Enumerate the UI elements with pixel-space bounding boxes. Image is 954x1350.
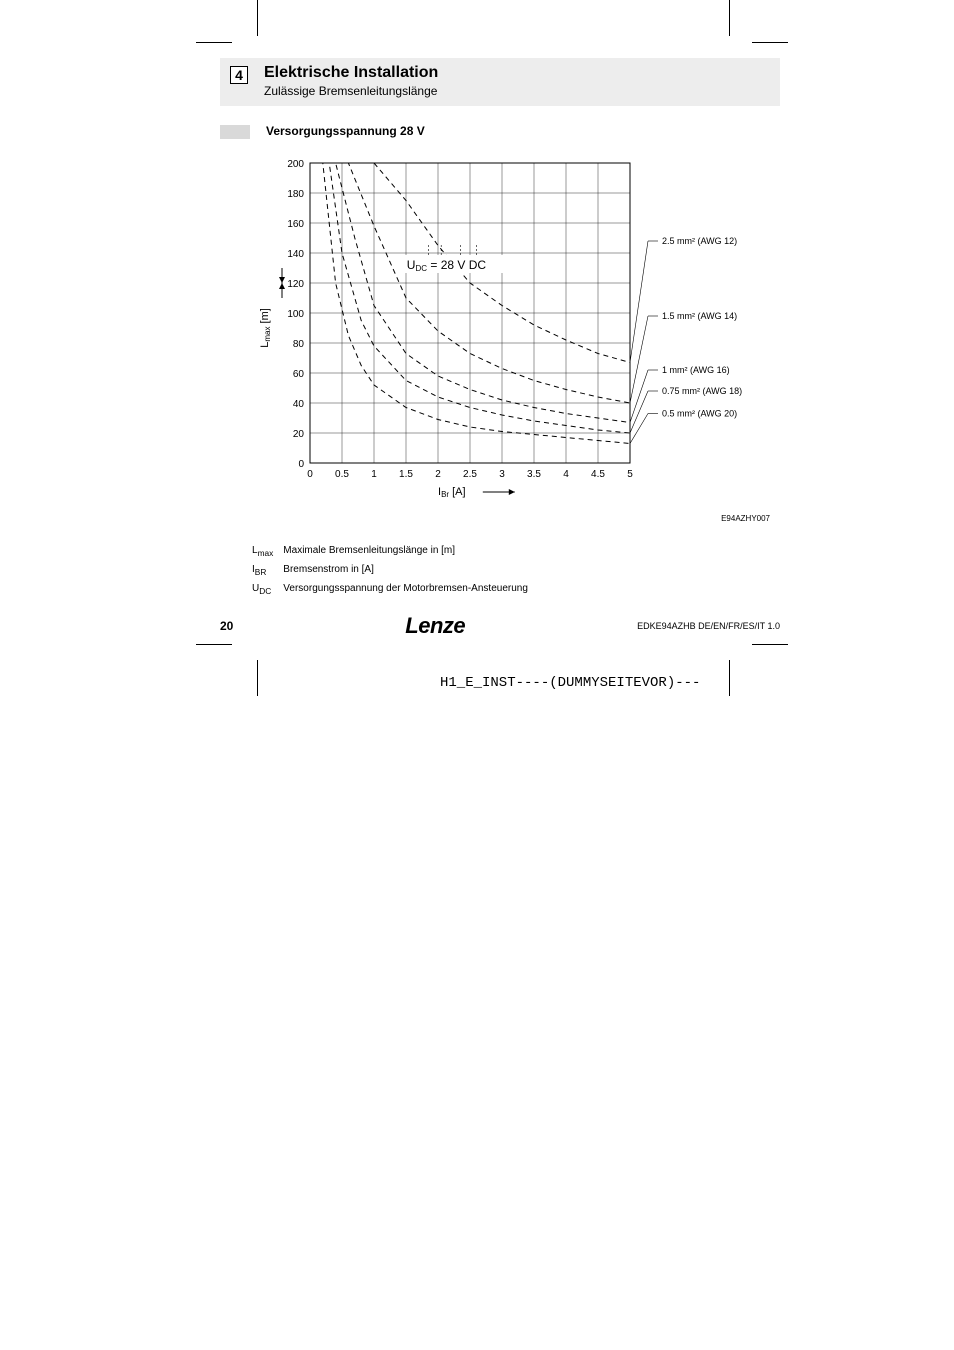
chart: 0 0.5 1 1.5 2 2.5 3 3.5 4 4.5 5 0 20 40 60 80 100 120 140 1…: [250, 153, 770, 523]
legend-symbol: IBR: [252, 562, 281, 579]
svg-text:5: 5: [627, 469, 633, 480]
page-footer: 20 Lenze EDKE94AZHB DE/EN/FR/ES/IT 1.0: [220, 613, 780, 639]
svg-text:80: 80: [293, 339, 305, 350]
svg-text:0.75 mm² (AWG 18): 0.75 mm² (AWG 18): [662, 386, 742, 396]
svg-text:180: 180: [287, 189, 304, 200]
crop-mark: [752, 644, 788, 645]
page-number: 20: [220, 619, 233, 633]
svg-text:2.5 mm² (AWG 12): 2.5 mm² (AWG 12): [662, 236, 737, 246]
svg-text:1.5: 1.5: [399, 469, 413, 480]
svg-text:4.5: 4.5: [591, 469, 605, 480]
subheading-bar: [220, 125, 250, 139]
brand-logo: Lenze: [405, 613, 465, 639]
doc-code: EDKE94AZHB DE/EN/FR/ES/IT 1.0: [637, 621, 780, 631]
section-title: Elektrische Installation: [264, 64, 438, 82]
chart-svg: 0 0.5 1 1.5 2 2.5 3 3.5 4 4.5 5 0 20 40 60 80 100 120 140 1…: [250, 153, 770, 523]
svg-text:1.5 mm² (AWG 14): 1.5 mm² (AWG 14): [662, 311, 737, 321]
svg-text:3.5: 3.5: [527, 469, 541, 480]
svg-text:200: 200: [287, 159, 304, 170]
svg-text:0.5 mm² (AWG 20): 0.5 mm² (AWG 20): [662, 409, 737, 419]
legend-symbol: Lmax: [252, 543, 281, 560]
legend-text: Versorgungsspannung der Motorbremsen-Ans…: [283, 581, 536, 598]
legend-table: LmaxMaximale Bremsenleitungslänge in [m]…: [250, 541, 538, 600]
crop-mark: [196, 644, 232, 645]
svg-text:1 mm² (AWG 16): 1 mm² (AWG 16): [662, 365, 730, 375]
svg-text:3: 3: [499, 469, 505, 480]
legend-row: UDCVersorgungsspannung der Motorbremsen-…: [252, 581, 536, 598]
legend-row: IBRBremsenstrom in [A]: [252, 562, 536, 579]
subheading-row: Versorgungsspannung 28 V: [220, 124, 780, 139]
svg-text:140: 140: [287, 249, 304, 260]
svg-text:0: 0: [298, 459, 304, 470]
svg-text:Lmax [m]: Lmax [m]: [259, 308, 272, 348]
svg-text:4: 4: [563, 469, 569, 480]
svg-text:160: 160: [287, 219, 304, 230]
svg-text:100: 100: [287, 309, 304, 320]
section-header: 4 Elektrische Installation Zulässige Bre…: [220, 58, 780, 106]
crop-mark: [257, 660, 258, 696]
legend-symbol: UDC: [252, 581, 281, 598]
svg-text:1: 1: [371, 469, 377, 480]
svg-text:120: 120: [287, 279, 304, 290]
section-subtitle: Zulässige Bremsenleitungslänge: [264, 84, 438, 98]
dummy-marker: H1_E_INST----(DUMMYSEITEVOR)---: [440, 675, 700, 691]
svg-text:2: 2: [435, 469, 441, 480]
svg-text:2.5: 2.5: [463, 469, 477, 480]
svg-text:20: 20: [293, 429, 305, 440]
crop-mark: [729, 660, 730, 696]
svg-text:IBr [A]: IBr [A]: [438, 486, 466, 499]
svg-text:0.5: 0.5: [335, 469, 349, 480]
legend-text: Maximale Bremsenleitungslänge in [m]: [283, 543, 536, 560]
figure-id: E94AZHY007: [721, 514, 770, 523]
section-number: 4: [230, 66, 248, 84]
svg-text:60: 60: [293, 369, 305, 380]
svg-text:0: 0: [307, 469, 313, 480]
legend-text: Bremsenstrom in [A]: [283, 562, 536, 579]
svg-text:40: 40: [293, 399, 305, 410]
legend-row: LmaxMaximale Bremsenleitungslänge in [m]: [252, 543, 536, 560]
subheading-text: Versorgungsspannung 28 V: [266, 124, 425, 139]
